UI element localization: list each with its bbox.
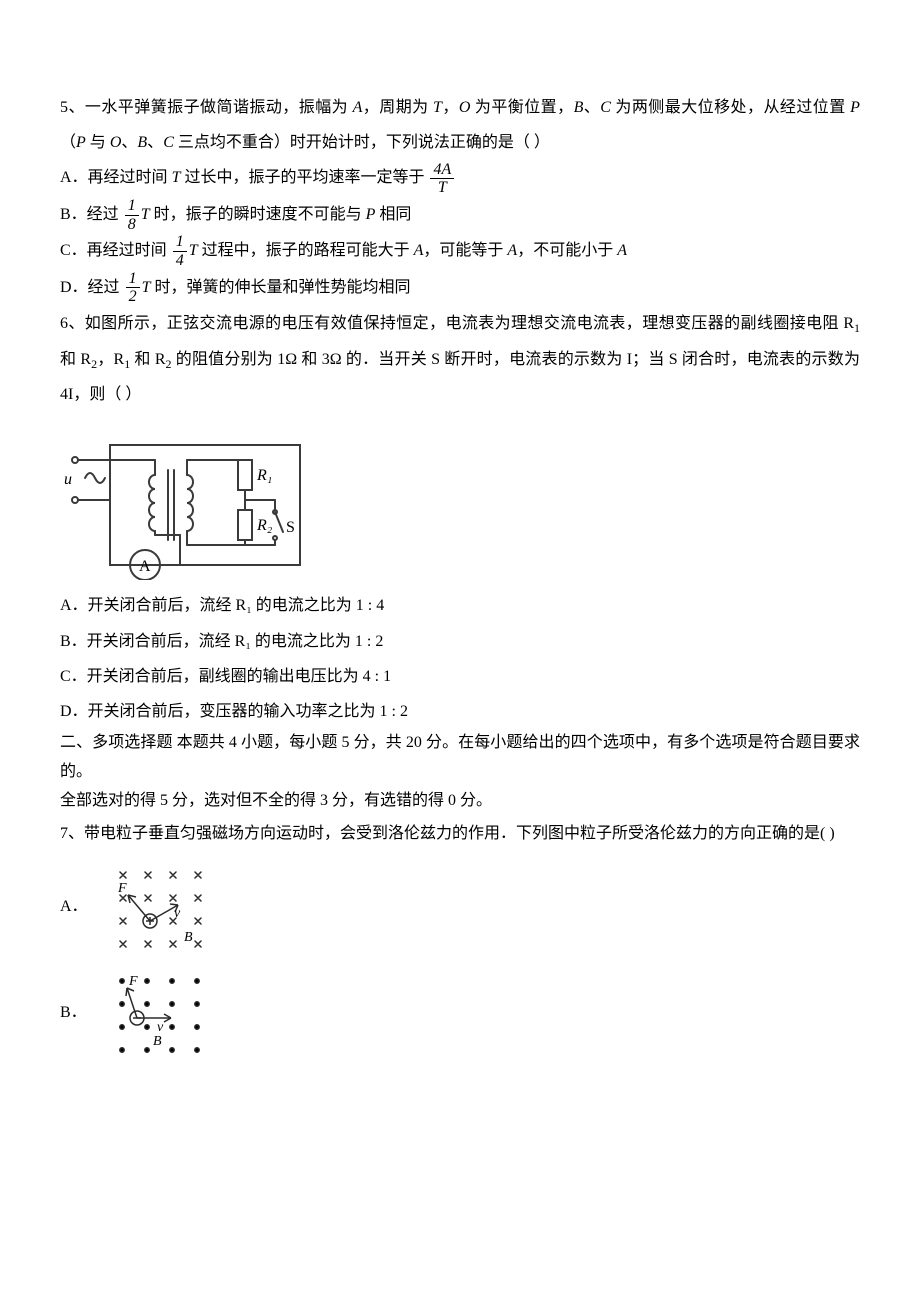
frac-den: 2 [126, 288, 140, 306]
q5-optB-T: T [141, 206, 150, 223]
q7A-B: B [184, 930, 193, 945]
q5-var-C2: C [163, 134, 174, 151]
frac-den: 4 [173, 252, 187, 270]
q6-text-b: 和 R [60, 351, 91, 368]
q6-sub1: 1 [854, 321, 860, 335]
q7B-v: v [157, 1020, 164, 1035]
q7-figB: F v B [99, 963, 229, 1063]
q7-figA: F v B [100, 857, 230, 957]
q5-text-f: 为两侧最大位移处，从经过位置 [611, 99, 850, 116]
q5-optC-pre: C．再经过时间 [60, 242, 171, 259]
frac-num: 1 [173, 233, 187, 252]
q7A-v: v [174, 906, 181, 921]
q5-var-P: P [850, 99, 860, 116]
q7B-B: B [153, 1034, 162, 1049]
q6-label-S: S [286, 519, 295, 536]
q6-stem: 6、如图所示，正弦交流电源的电压有效值保持恒定，电流表为理想交流电流表，理想变压… [60, 306, 860, 412]
q5-var-B2: B [137, 134, 147, 151]
section2-line2: 全部选对的得 5 分，选对但不全的得 3 分，有选错的得 0 分。 [60, 787, 860, 816]
q6-text-d: 和 R [130, 351, 165, 368]
frac-num: 4A [430, 161, 454, 180]
q5-var-P2: P [76, 134, 86, 151]
q5-optA-frac: 4AT [430, 161, 454, 197]
q5-var-B: B [574, 99, 584, 116]
q5-optA-pre: A．再经过时间 [60, 169, 172, 186]
q5-optC-T: T [189, 242, 198, 259]
q7-optB-label: B． [60, 1005, 87, 1021]
q5-optD-post: 时，弹簧的伸长量和弹性势能均相同 [150, 279, 410, 296]
frac-num: 1 [126, 270, 140, 289]
q5-text-g: （ [60, 134, 76, 151]
q5-text-e: 、 [583, 99, 600, 116]
q7-stem: 7、带电粒子垂直匀强磁场方向运动时，会受到洛伦兹力的作用．下列图中粒子所受洛伦兹… [60, 816, 860, 851]
q5-optB-tail: 相同 [375, 206, 411, 223]
q6-label-R2: R₂ [256, 517, 273, 534]
q5-optC-frac: 14 [173, 233, 187, 269]
q5-optC-A1: A [414, 242, 424, 259]
q5-var-T: T [433, 99, 442, 116]
q5-optC-post: 过程中，振子的路程可能大于 [198, 242, 414, 259]
frac-num: 1 [125, 197, 139, 216]
q6-circuit-figure: u A R₁ R₂ S [60, 420, 310, 580]
q5-text-j: 、 [147, 134, 163, 151]
q7A-F: F [117, 881, 127, 896]
q6-label-R1: R₁ [256, 467, 272, 484]
q5-text-h: 与 [86, 134, 110, 151]
q6-label-A: A [139, 558, 151, 575]
q5-optB-P: P [366, 206, 376, 223]
q5-text-c: ， [442, 99, 459, 116]
q6-opt-B: B．开关闭合前后，流经 R₁ 的电流之比为 1 : 2 [60, 624, 860, 659]
section2-line1: 二、多项选择题 本题共 4 小题，每小题 5 分，共 20 分。在每小题给出的四… [60, 729, 860, 787]
q5-optD-pre: D．经过 [60, 279, 124, 296]
q5-optA-mid: 过长中，振子的平均速率一定等于 [180, 169, 428, 186]
exam-page: 5、一水平弹簧振子做简谐振动，振幅为 A，周期为 T，O 为平衡位置，B、C 为… [0, 0, 920, 1109]
frac-den: T [430, 179, 454, 197]
q5-text-k: 三点均不重合）时开始计时，下列说法正确的是（ ） [174, 134, 550, 151]
q5-opt-D: D．经过 12T 时，弹簧的伸长量和弹性势能均相同 [60, 270, 860, 306]
q6-text-a: 6、如图所示，正弦交流电源的电压有效值保持恒定，电流表为理想交流电流表，理想变压… [60, 315, 854, 332]
q5-var-O: O [459, 99, 471, 116]
q6-opt-A: A．开关闭合前后，流经 R₁ 的电流之比为 1 : 4 [60, 588, 860, 623]
q5-optB-frac: 18 [125, 197, 139, 233]
q5-opt-A: A．再经过时间 T 过长中，振子的平均速率一定等于 4AT [60, 160, 860, 196]
q6-opt-C: C．开关闭合前后，副线圈的输出电压比为 4 : 1 [60, 659, 860, 694]
q5-text-d: 为平衡位置， [470, 99, 573, 116]
frac-den: 8 [125, 216, 139, 234]
q5-optD-frac: 12 [126, 270, 140, 306]
q6-opt-D: D．开关闭合前后，变压器的输入功率之比为 1 : 2 [60, 694, 860, 729]
q5-optB-pre: B．经过 [60, 206, 123, 223]
q6-label-u: u [64, 471, 72, 488]
q5-optC-A3: A [617, 242, 627, 259]
q7-optA-label: A． [60, 899, 88, 915]
q6-text-e: 的阻值分别为 1Ω 和 3Ω 的．当开关 S 断开时，电流表的示数为 I；当 S… [60, 351, 860, 404]
q5-optB-post: 时，振子的瞬时速度不可能与 [150, 206, 366, 223]
q7B-F: F [128, 974, 138, 989]
q5-optC-mid2: ，可能等于 [423, 242, 507, 259]
q6-text-c: ，R [97, 351, 124, 368]
q5-var-A: A [353, 99, 363, 116]
q5-optC-A2: A [507, 242, 517, 259]
q5-var-O2: O [110, 134, 122, 151]
q5-optC-mid3: ，不可能小于 [517, 242, 617, 259]
q5-var-C: C [600, 99, 611, 116]
q5-text-a: 5、一水平弹簧振子做简谐振动，振幅为 [60, 99, 353, 116]
q7-opt-A-row: A． [60, 857, 860, 957]
q7-opt-B-row: B． F v [60, 963, 860, 1063]
q5-opt-C: C．再经过时间 14T 过程中，振子的路程可能大于 A，可能等于 A，不可能小于… [60, 233, 860, 269]
q5-text-i: 、 [121, 134, 137, 151]
q5-text-b: ，周期为 [362, 99, 433, 116]
q5-opt-B: B．经过 18T 时，振子的瞬时速度不可能与 P 相同 [60, 197, 860, 233]
q5-stem: 5、一水平弹簧振子做简谐振动，振幅为 A，周期为 T，O 为平衡位置，B、C 为… [60, 90, 860, 160]
